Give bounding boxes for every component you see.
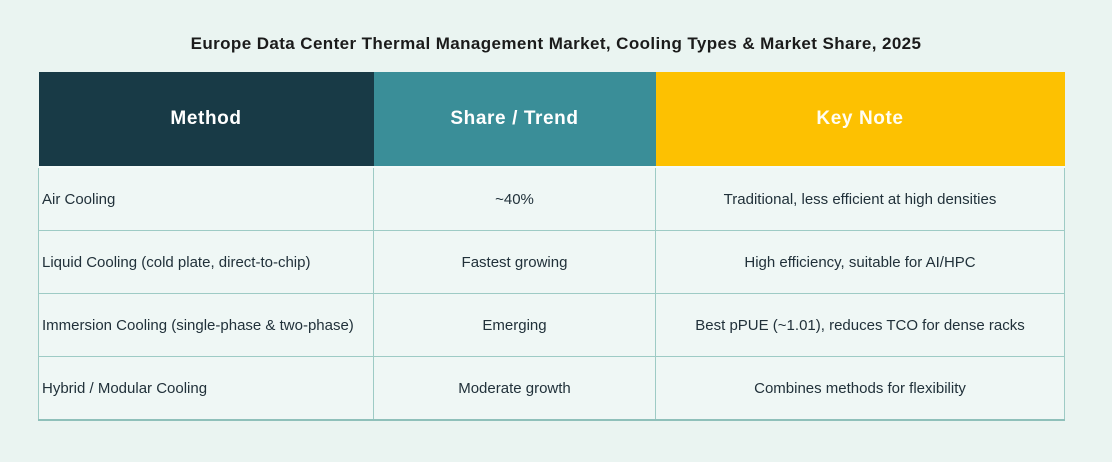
table-row: Immersion Cooling (single-phase & two-ph… [38,293,1065,357]
table-row: Liquid Cooling (cold plate, direct-to-ch… [38,230,1065,294]
cell-method: Air Cooling [38,166,374,231]
table-row: Air Cooling ~40% Traditional, less effic… [38,166,1065,231]
cell-method: Hybrid / Modular Cooling [38,356,374,421]
cell-note: High efficiency, suitable for AI/HPC [655,230,1065,294]
cell-method: Immersion Cooling (single-phase & two-ph… [38,293,374,357]
cell-share: Fastest growing [373,230,656,294]
cell-method: Liquid Cooling (cold plate, direct-to-ch… [38,230,374,294]
column-header-key-note: Key Note [655,72,1065,167]
cell-share: ~40% [373,166,656,231]
table-row: Hybrid / Modular Cooling Moderate growth… [38,356,1065,421]
cell-note: Best pPUE (~1.01), reduces TCO for dense… [655,293,1065,357]
table-header-row: Method Share / Trend Key Note [38,72,1065,167]
column-header-share-trend: Share / Trend [373,72,656,167]
cell-note: Traditional, less efficient at high dens… [655,166,1065,231]
cooling-types-table: Method Share / Trend Key Note Air Coolin… [38,72,1065,421]
cell-share: Moderate growth [373,356,656,421]
page-title: Europe Data Center Thermal Management Ma… [190,34,922,53]
column-header-method: Method [38,72,374,167]
cell-share: Emerging [373,293,656,357]
cell-note: Combines methods for flexibility [655,356,1065,421]
